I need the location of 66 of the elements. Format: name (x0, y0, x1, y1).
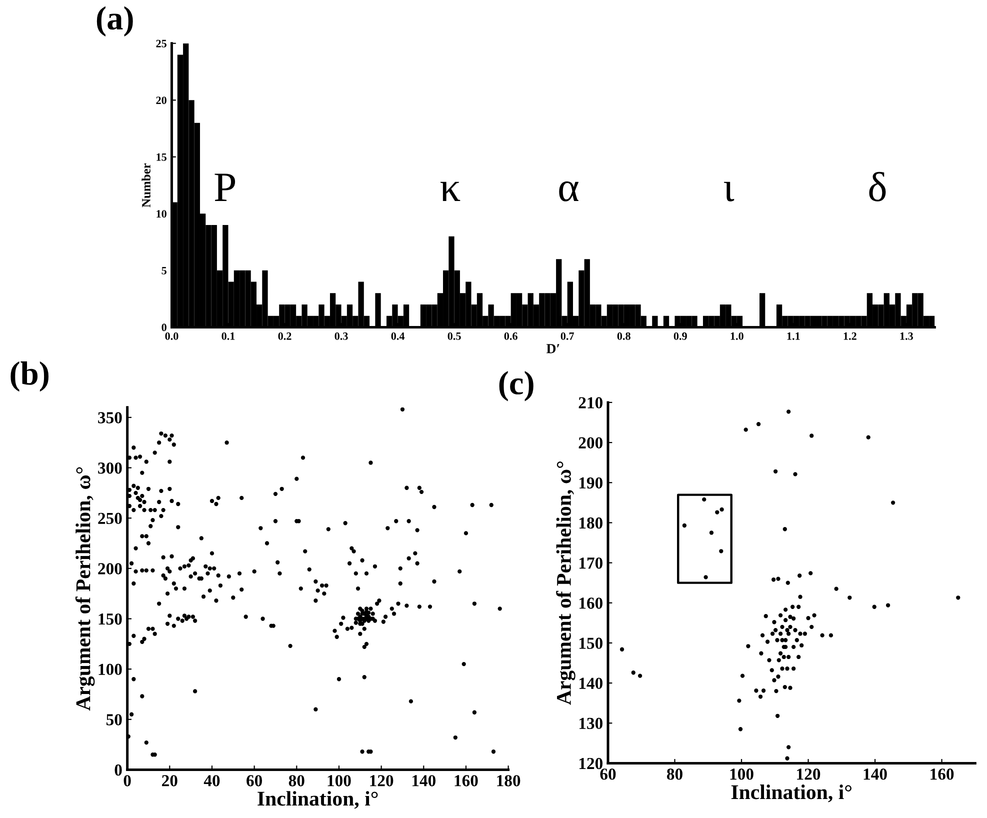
x-tick-label: 100 (730, 768, 754, 780)
chart-title: (a) (96, 6, 133, 36)
x-tick-label: 0.8 (617, 332, 630, 340)
y-tick-label: 210 (578, 397, 602, 408)
y-tick-label: 20 (156, 96, 166, 104)
y-axis-title: Argument of Perihelion, ω° (556, 462, 576, 705)
y-tick-label: 180 (579, 517, 602, 529)
y-tick-label: 350 (98, 412, 122, 424)
x-tick-label: 1.2 (844, 332, 856, 340)
x-tick-label: 180 (497, 775, 520, 786)
y-axis-title: Argument of Perihelion, ω° (75, 467, 95, 711)
annotation: δ (869, 172, 886, 202)
y-tick-label: 100 (98, 664, 122, 676)
y-tick-label: 150 (98, 613, 122, 625)
y-tick-label: 15 (156, 153, 166, 161)
x-tick-label: 0.9 (674, 332, 687, 340)
y-tick-label: 120 (579, 758, 602, 770)
x-tick-label: 1.1 (787, 332, 800, 340)
x-tick-label: 100 (328, 775, 351, 786)
x-tick-label: 0.6 (504, 332, 518, 340)
y-tick-label: 250 (98, 512, 122, 524)
x-tick-label: 0.3 (334, 332, 348, 340)
y-tick-label: 200 (578, 437, 602, 448)
y-tick-label: 130 (579, 718, 602, 730)
y-tick-label: 150 (579, 638, 602, 649)
annotation: P (214, 174, 236, 201)
y-tick-label: 300 (98, 462, 122, 474)
x-tick-label: 40 (204, 775, 220, 786)
y-tick-label: 25 (156, 40, 166, 48)
x-tick-label: 140 (864, 768, 887, 780)
chart-title: (b) (10, 361, 48, 392)
annotation: ι (724, 182, 734, 202)
x-tick-label: 0.7 (560, 332, 574, 340)
y-tick-label: 160 (579, 598, 602, 609)
y-tick-label: 170 (579, 557, 602, 569)
y-axis-title: Number (142, 163, 150, 208)
x-tick-label: 0.5 (448, 332, 461, 340)
y-tick-label: 190 (579, 477, 602, 489)
x-tick-label: 140 (412, 775, 436, 786)
annotation: κ (440, 182, 460, 201)
x-tick-label: 160 (454, 775, 478, 786)
x-tick-label: 0.0 (165, 332, 178, 340)
x-tick-label: 1.3 (900, 332, 913, 340)
x-tick-label: 60 (600, 768, 616, 780)
x-tick-label: 0.2 (278, 332, 292, 340)
annotation: α (559, 181, 578, 202)
y-tick-label: 0 (162, 324, 166, 332)
x-tick-label: 0.1 (222, 332, 235, 340)
y-tick-label: 50 (106, 714, 122, 726)
x-axis-title: Inclination, i° (258, 791, 378, 809)
x-tick-label: 80 (288, 775, 304, 786)
x-tick-label: 0 (124, 775, 131, 786)
x-tick-label: 120 (370, 775, 394, 786)
x-axis-title: D′ (546, 344, 560, 354)
x-tick-label: 60 (246, 775, 262, 786)
x-tick-label: 160 (930, 768, 954, 780)
x-tick-label: 80 (666, 768, 682, 780)
x-tick-label: 1.0 (730, 332, 744, 340)
y-tick-label: 5 (162, 267, 166, 274)
x-tick-label: 120 (797, 768, 820, 780)
x-tick-label: 0.4 (391, 332, 405, 340)
y-tick-label: 10 (156, 210, 166, 218)
chart-title: (c) (499, 370, 534, 402)
y-tick-label: 140 (579, 678, 602, 689)
x-axis-title: Inclination, i° (731, 784, 852, 802)
y-tick-label: 200 (98, 563, 122, 574)
